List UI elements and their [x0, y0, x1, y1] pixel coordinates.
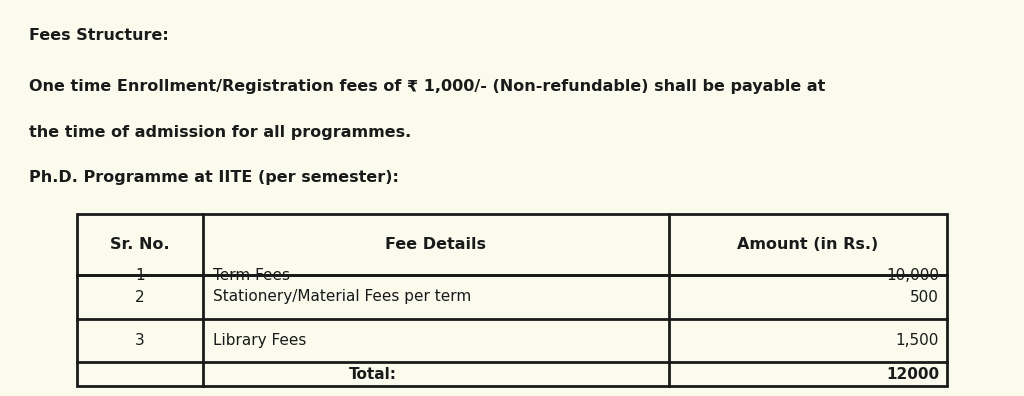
Text: Amount (in Rs.): Amount (in Rs.) [737, 237, 879, 252]
Text: 10,000: 10,000 [886, 268, 939, 283]
Text: 500: 500 [910, 289, 939, 305]
Text: the time of admission for all programmes.: the time of admission for all programmes… [29, 125, 411, 140]
Text: Ph.D. Programme at IITE (per semester):: Ph.D. Programme at IITE (per semester): [29, 170, 398, 185]
Text: One time Enrollment/Registration fees of ₹ 1,000/- (Non-refundable) shall be pay: One time Enrollment/Registration fees of… [29, 79, 825, 94]
Text: 3: 3 [135, 333, 144, 348]
Text: 1,500: 1,500 [896, 333, 939, 348]
Text: Sr. No.: Sr. No. [111, 237, 170, 252]
Text: Library Fees: Library Fees [213, 333, 306, 348]
Text: Total:: Total: [349, 367, 396, 382]
Text: Fee Details: Fee Details [385, 237, 486, 252]
Text: 1: 1 [135, 268, 144, 283]
Text: 12000: 12000 [886, 367, 939, 382]
Text: Stationery/Material Fees per term: Stationery/Material Fees per term [213, 289, 471, 305]
Text: Term Fees: Term Fees [213, 268, 290, 283]
Bar [77, 214, 947, 386]
Text: Fees Structure:: Fees Structure: [29, 28, 168, 43]
Text: 2: 2 [135, 289, 144, 305]
